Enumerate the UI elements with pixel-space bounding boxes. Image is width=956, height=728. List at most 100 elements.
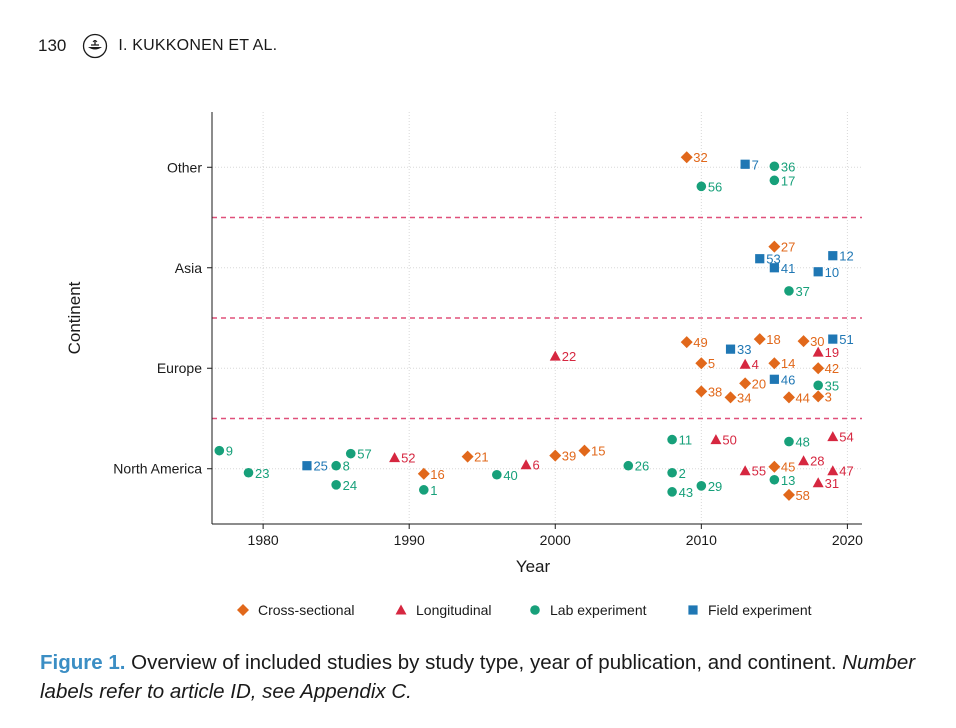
cross-marker-20: [739, 377, 752, 390]
point-label-9: 9: [226, 444, 233, 459]
lab-marker-37: [784, 286, 794, 296]
cross-marker-30: [797, 335, 810, 348]
point-label-14: 14: [781, 356, 795, 371]
cross-marker-5: [695, 357, 708, 370]
data-point-lab: 9: [214, 444, 233, 459]
data-point-lab: 11: [667, 433, 692, 448]
legend-lab-label: Lab experiment: [550, 602, 647, 618]
point-label-46: 46: [781, 372, 795, 387]
lab-marker-40: [492, 469, 502, 480]
data-point-lab: 17: [769, 173, 795, 188]
data-point-lab: 48: [784, 435, 810, 450]
legend-item-long: Longitudinal: [395, 602, 492, 618]
data-point-cross: 58: [782, 488, 810, 503]
cross-marker-34: [724, 391, 737, 404]
cross-marker-18: [753, 333, 766, 346]
data-point-lab: 57: [345, 447, 372, 462]
point-label-40: 40: [503, 468, 517, 483]
data-point-cross: 45: [768, 460, 795, 475]
data-point-cross: 49: [680, 335, 708, 350]
data-point-field: 12: [828, 249, 854, 264]
cross-marker-15: [578, 444, 591, 457]
data-point-cross: 42: [812, 361, 839, 376]
legend-cross-marker: [237, 604, 249, 616]
data-point-long: 31: [812, 476, 839, 491]
point-label-42: 42: [825, 361, 839, 376]
field-marker-25: [302, 461, 312, 471]
cross-marker-58: [782, 488, 795, 501]
figure-caption: Figure 1. Overview of included studies b…: [40, 648, 920, 706]
data-point-long: 28: [798, 454, 825, 469]
point-label-23: 23: [255, 466, 269, 481]
point-label-29: 29: [708, 479, 722, 494]
lab-marker-23: [243, 467, 254, 478]
field-marker-41: [769, 263, 779, 273]
point-label-43: 43: [679, 485, 693, 500]
point-label-30: 30: [810, 334, 824, 349]
point-label-4: 4: [752, 357, 759, 372]
point-label-49: 49: [693, 335, 707, 350]
data-point-cross: 15: [578, 444, 605, 459]
point-label-56: 56: [708, 179, 722, 194]
long-marker-28: [798, 455, 810, 466]
x-axis-title: Year: [516, 557, 551, 576]
data-point-long: 55: [739, 464, 766, 479]
data-point-cross: 20: [739, 376, 766, 391]
point-label-55: 55: [752, 464, 766, 479]
data-point-lab: 26: [623, 459, 649, 474]
point-label-6: 6: [533, 458, 540, 473]
data-point-cross: 18: [753, 332, 781, 347]
lab-marker-48: [784, 436, 794, 447]
data-point-lab: 23: [243, 466, 269, 481]
cross-marker-14: [768, 357, 781, 370]
lab-marker-8: [331, 460, 341, 471]
field-marker-7: [740, 159, 750, 169]
long-marker-31: [812, 477, 824, 488]
data-point-field: 51: [828, 332, 854, 347]
point-label-12: 12: [839, 249, 853, 264]
point-label-25: 25: [313, 459, 327, 474]
data-point-long: 50: [710, 433, 737, 448]
y-tick-label: Other: [167, 159, 202, 175]
cross-marker-49: [680, 336, 693, 349]
data-point-lab: 35: [813, 378, 839, 393]
point-label-53: 53: [766, 252, 780, 267]
lab-marker-24: [331, 480, 341, 490]
point-label-32: 32: [693, 150, 707, 165]
x-tick-label: 2020: [832, 532, 863, 548]
legend-long-marker: [395, 604, 407, 615]
field-marker-46: [769, 374, 779, 384]
data-point-lab: 40: [492, 468, 518, 483]
field-marker-33: [725, 344, 736, 354]
point-label-28: 28: [810, 454, 824, 469]
data-point-lab: 13: [769, 473, 795, 488]
journal-logo-icon: [83, 33, 108, 59]
legend-lab-marker: [530, 605, 540, 615]
data-point-cross: 3: [812, 389, 832, 404]
data-point-lab: 36: [769, 159, 795, 174]
data-point-field: 46: [769, 372, 795, 387]
data-point-field: 41: [769, 261, 795, 276]
data-point-lab: 29: [696, 479, 722, 494]
lab-marker-17: [769, 175, 780, 186]
data-point-cross: 16: [417, 467, 445, 482]
point-label-1: 1: [430, 483, 437, 498]
point-label-58: 58: [795, 488, 809, 503]
data-point-cross: 21: [461, 450, 489, 465]
long-marker-50: [710, 434, 722, 445]
field-marker-10: [813, 267, 823, 277]
data-point-long: 47: [827, 464, 854, 479]
cross-marker-3: [812, 390, 825, 403]
cross-marker-16: [417, 467, 430, 480]
point-label-41: 41: [781, 261, 795, 276]
point-label-15: 15: [591, 444, 605, 459]
point-label-16: 16: [430, 467, 444, 482]
data-point-lab: 24: [331, 478, 357, 493]
field-marker-53: [755, 254, 765, 264]
point-label-17: 17: [781, 173, 795, 188]
point-label-18: 18: [766, 332, 780, 347]
point-label-31: 31: [825, 476, 839, 491]
point-label-52: 52: [401, 451, 415, 466]
